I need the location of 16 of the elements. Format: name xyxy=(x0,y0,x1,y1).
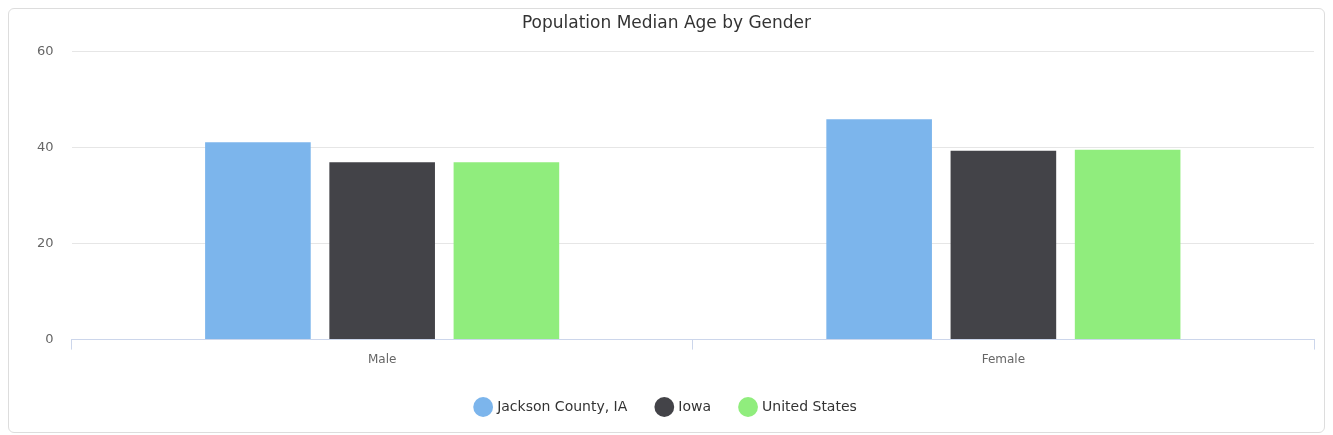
legend-label: Jackson County, IA xyxy=(496,397,628,414)
bar xyxy=(329,162,435,340)
bar xyxy=(950,150,1057,340)
legend-label: Iowa xyxy=(678,397,712,414)
y-tick-label: 0 xyxy=(45,330,54,346)
bar xyxy=(826,119,932,340)
bar xyxy=(1074,149,1181,340)
y-tick-label: 60 xyxy=(37,42,54,58)
y-tick-label: 40 xyxy=(37,138,54,154)
x-tick-label: Female xyxy=(981,351,1026,366)
chart-title: Population Median Age by Gender xyxy=(521,11,812,32)
bar xyxy=(453,162,560,340)
y-tick-label: 20 xyxy=(37,234,54,250)
bar xyxy=(205,142,311,340)
legend-label: United States xyxy=(762,397,857,414)
x-tick-label: Male xyxy=(367,351,397,366)
